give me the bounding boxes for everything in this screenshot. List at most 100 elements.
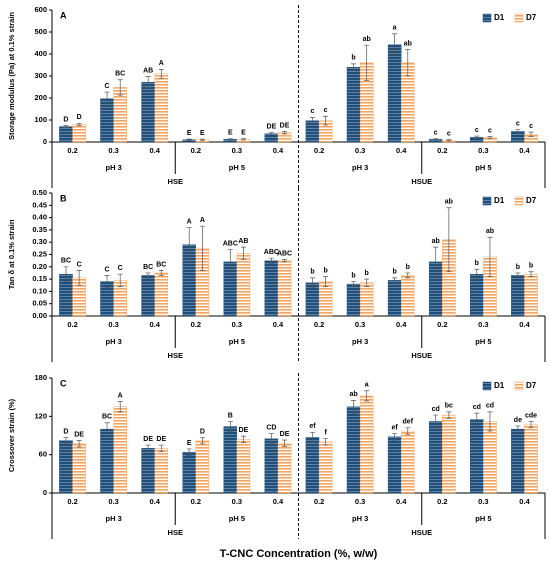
group-label: pH 5 — [229, 514, 245, 523]
error-bar — [158, 444, 164, 452]
bar — [195, 440, 210, 494]
bar — [359, 282, 374, 317]
y-tick-label: 100 — [34, 115, 47, 124]
error-bar — [268, 132, 274, 136]
x-tick-label: 0.3 — [355, 497, 365, 506]
error-bar — [405, 272, 411, 279]
legend-swatch — [482, 196, 492, 206]
error-bar — [309, 117, 315, 125]
bar — [318, 441, 333, 494]
bar — [442, 414, 456, 494]
error-bar — [145, 272, 151, 279]
significance-letter: A — [187, 218, 192, 225]
error-bar — [282, 439, 288, 447]
error-bar — [117, 401, 123, 413]
error-bar — [145, 444, 151, 452]
bar — [511, 428, 525, 494]
y-tick-label: 400 — [34, 49, 47, 58]
significance-letter: AB — [143, 68, 153, 75]
bar — [483, 421, 497, 494]
y-axis-label: Tan δ at 0.1% strain — [7, 219, 16, 289]
error-bar — [63, 437, 69, 445]
error-bar — [446, 139, 452, 142]
error-bar — [227, 138, 233, 141]
error-bar — [323, 115, 329, 126]
group-label: pH 5 — [475, 163, 491, 172]
legend-swatch — [482, 381, 492, 391]
error-bar — [240, 435, 246, 443]
significance-letter: C — [105, 266, 110, 273]
x-tick-label: 0.4 — [149, 497, 160, 506]
significance-letter: E — [200, 130, 205, 137]
significance-letter: c — [324, 107, 328, 114]
x-tick-label: 0.3 — [478, 497, 488, 506]
group-label: pH 5 — [229, 163, 245, 172]
bar — [264, 260, 279, 317]
significance-letter: de — [514, 417, 522, 424]
y-tick-label: 0.05 — [32, 299, 47, 308]
error-bar — [515, 425, 521, 433]
significance-letter: b — [310, 269, 314, 276]
x-tick-label: 0.2 — [191, 146, 201, 155]
bar — [346, 283, 361, 317]
significance-letter: ab — [486, 228, 494, 235]
x-tick-label: 0.4 — [396, 497, 407, 506]
significance-letter: cd — [486, 403, 494, 410]
error-bar — [446, 411, 452, 419]
y-tick-label: 500 — [34, 27, 47, 36]
significance-letter: DE — [156, 436, 166, 443]
y-axis-label: Crossover strain (%) — [7, 398, 16, 472]
x-axis-label: T-CNC Concentration (%, w/w) — [220, 548, 378, 560]
x-tick-label: 0.2 — [314, 497, 324, 506]
error-bar — [268, 433, 274, 445]
bar — [72, 443, 86, 494]
significance-letter: cd — [432, 406, 440, 413]
bar — [277, 442, 292, 494]
y-tick-label: 0.45 — [32, 200, 47, 209]
error-bar — [364, 44, 370, 81]
error-bar — [446, 207, 452, 273]
significance-letter: A — [200, 217, 205, 224]
x-tick-label: 0.4 — [273, 320, 284, 329]
supergroup-label: HSE — [168, 528, 183, 537]
bar — [72, 124, 86, 143]
group-label: pH 3 — [352, 514, 368, 523]
bar — [59, 440, 73, 494]
x-tick-label: 0.3 — [108, 497, 118, 506]
error-bar — [104, 275, 110, 289]
error-bar — [282, 131, 288, 135]
y-tick-label: 0.50 — [32, 188, 47, 197]
error-bar — [309, 431, 315, 443]
error-bar — [323, 438, 329, 446]
error-bar — [63, 125, 69, 129]
x-tick-label: 0.3 — [355, 320, 365, 329]
legend-swatch — [514, 381, 524, 391]
legend-label: D7 — [526, 381, 537, 390]
x-tick-label: 0.2 — [437, 497, 447, 506]
significance-letter: c — [516, 121, 520, 128]
supergroup-label: HSUE — [411, 177, 432, 186]
error-bar — [392, 277, 398, 284]
y-tick-label: 0 — [43, 488, 47, 497]
y-tick-label: 0 — [43, 137, 47, 146]
significance-letter: DE — [239, 427, 249, 434]
supergroup-label: HSE — [168, 177, 183, 186]
significance-letter: b — [529, 263, 533, 270]
error-bar — [63, 266, 69, 282]
bar — [387, 280, 402, 317]
error-bar — [528, 271, 534, 277]
bar — [113, 87, 127, 143]
bar — [154, 272, 169, 317]
significance-letter: b — [323, 267, 327, 274]
x-tick-label: 0.4 — [519, 146, 530, 155]
significance-letter: A — [159, 60, 164, 67]
significance-letter: B — [228, 412, 233, 419]
error-bar — [158, 69, 164, 79]
error-bar — [528, 421, 534, 429]
x-tick-label: 0.3 — [108, 146, 118, 155]
error-bar — [364, 390, 370, 402]
panel-label: C — [60, 378, 67, 388]
error-bar — [392, 433, 398, 441]
error-bar — [364, 278, 370, 287]
